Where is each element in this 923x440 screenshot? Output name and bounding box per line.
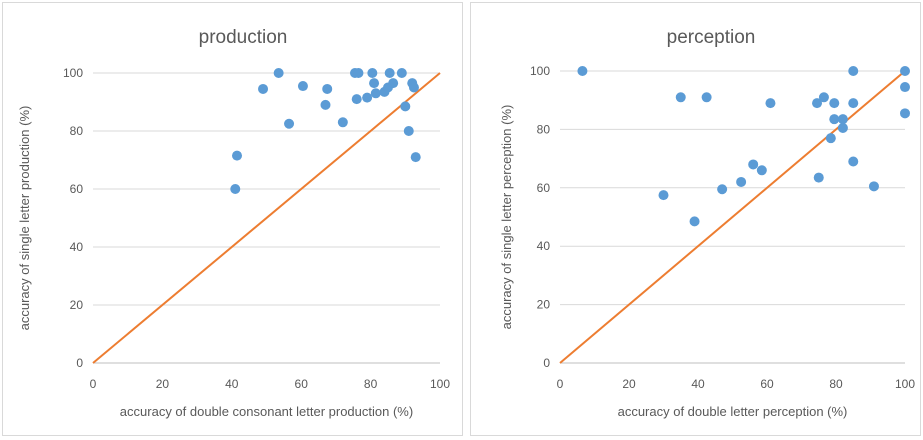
production-y-tick-label: 20 (70, 298, 84, 312)
perception-y-tick-label: 0 (543, 356, 550, 370)
production-data-point (320, 99, 331, 110)
perception-data-point (736, 176, 747, 187)
perception-y-tick-label: 20 (537, 298, 551, 312)
perception-data-point (658, 190, 669, 201)
production-data-point (232, 150, 243, 161)
perception-data-point (848, 98, 859, 109)
production-data-point (322, 83, 333, 94)
production-data-point (400, 101, 411, 112)
production-chart-panel: 0 20 40 60 80 100 0 20 40 60 80 100 production accura… (2, 2, 463, 436)
production-chart-title: production (199, 27, 288, 48)
production-data-point (337, 117, 348, 128)
production-y-axis-label: accuracy of single letter production (%) (17, 106, 32, 331)
perception-chart-panel: 0 20 40 60 80 100 0 20 40 60 80 100 perception accura… (470, 2, 921, 436)
perception-data-point (701, 92, 712, 103)
perception-data-point (848, 156, 859, 167)
perception-data-point (675, 92, 686, 103)
production-y-tick-label: 60 (70, 182, 84, 196)
perception-scatter-chart: 0 20 40 60 80 100 0 20 40 60 80 100 perception accura… (499, 27, 915, 419)
perception-data-point (848, 66, 859, 76)
production-x-tick-label: 0 (90, 377, 97, 391)
production-data-point (353, 68, 364, 78)
production-data-point (369, 78, 380, 89)
production-scatter-chart: 0 20 40 60 80 100 0 20 40 60 80 100 production accura… (17, 27, 450, 419)
production-data-point (273, 68, 284, 78)
perception-data-point (837, 114, 848, 125)
perception-y-tick-label: 80 (537, 122, 551, 136)
production-x-tick-label: 20 (156, 377, 170, 391)
perception-data-point (748, 159, 759, 170)
perception-data-point (900, 108, 910, 119)
production-reference-line (92, 72, 441, 364)
production-data-point (396, 68, 407, 78)
perception-y-tick-label: 100 (530, 64, 550, 78)
perception-data-point (813, 172, 824, 183)
perception-y-tick-label: 60 (537, 181, 551, 195)
production-y-tick-label: 0 (76, 356, 83, 370)
production-data-point (367, 68, 378, 78)
production-y-tick-label: 80 (70, 124, 84, 138)
production-data-point (384, 68, 395, 78)
production-data-point (408, 82, 419, 93)
production-x-tick-label: 40 (225, 377, 239, 391)
perception-data-point (717, 184, 728, 195)
perception-data-point (818, 92, 829, 103)
perception-x-tick-label: 40 (691, 377, 705, 391)
perception-x-tick-label: 0 (557, 377, 564, 391)
production-data-point (230, 184, 241, 194)
production-x-axis-label: accuracy of double consonant letter prod… (120, 404, 413, 419)
production-data-point (362, 92, 373, 103)
production-data-point (351, 94, 362, 105)
perception-data-point (829, 98, 840, 109)
perception-data-point (577, 66, 588, 76)
perception-data-point (689, 216, 700, 227)
perception-data-point (825, 133, 836, 144)
production-x-tick-label: 100 (430, 377, 450, 391)
perception-chart-title: perception (667, 27, 756, 48)
perception-x-tick-label: 80 (829, 377, 843, 391)
perception-data-point (900, 66, 910, 76)
perception-data-point (868, 181, 879, 192)
production-data-point (370, 88, 381, 99)
production-y-tick-label: 100 (63, 66, 83, 80)
production-data-point (388, 78, 399, 89)
perception-data-point (765, 98, 776, 109)
production-y-tick-label: 40 (70, 240, 84, 254)
perception-y-tick-label: 40 (537, 239, 551, 253)
perception-y-axis-label: accuracy of single letter perception (%) (499, 105, 514, 330)
perception-reference-line (559, 70, 906, 364)
perception-x-tick-label: 20 (622, 377, 636, 391)
perception-data-point (837, 122, 848, 133)
perception-x-tick-label: 60 (760, 377, 774, 391)
perception-x-tick-label: 100 (895, 377, 915, 391)
production-data-point (284, 118, 295, 129)
perception-data-point (812, 98, 823, 109)
production-data-point (410, 152, 421, 163)
production-data-point (258, 83, 269, 94)
perception-x-axis-label: accuracy of double letter perception (%) (618, 404, 848, 419)
production-x-tick-label: 80 (364, 377, 378, 391)
perception-data-point (829, 114, 840, 125)
production-x-tick-label: 60 (295, 377, 309, 391)
perception-data-point (900, 82, 910, 93)
production-data-point (297, 81, 308, 92)
perception-data-point (756, 165, 767, 176)
production-data-point (403, 126, 414, 136)
